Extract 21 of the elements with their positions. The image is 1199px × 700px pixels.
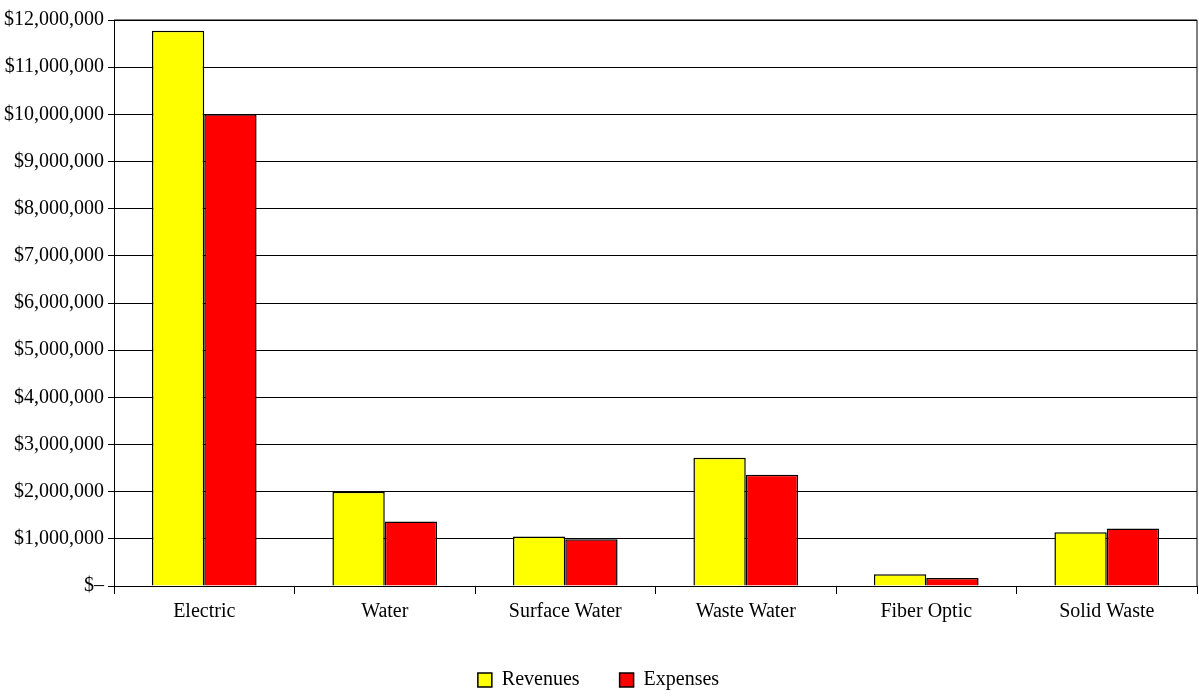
x-tick-label: Solid Waste xyxy=(1059,599,1155,622)
x-tick-label: Electric xyxy=(173,599,236,622)
x-tick-label: Water xyxy=(361,599,409,622)
x-tick-label: Waste Water xyxy=(695,599,797,622)
y-tick-label: $2,000,000 xyxy=(14,478,104,501)
y-tick-label: $9,000,000 xyxy=(14,148,104,171)
y-tick-label: $4,000,000 xyxy=(14,384,104,407)
x-tick-label: Surface Water xyxy=(508,599,623,622)
y-tick-label: $8,000,000 xyxy=(14,195,104,218)
y-tick-label: $7,000,000 xyxy=(14,243,104,266)
y-tick-label: $5,000,000 xyxy=(14,337,104,360)
y-tick-label: $11,000,000 xyxy=(4,54,104,77)
y-tick-label: $10,000,000 xyxy=(4,101,104,124)
x-tick-label: Fiber Optic xyxy=(880,599,973,623)
y-tick-label: $12,000,000 xyxy=(4,7,104,30)
y-tick-label: $– xyxy=(84,573,105,596)
legend-label: Revenues xyxy=(501,667,580,690)
y-tick-label: $6,000,000 xyxy=(14,290,104,313)
y-tick-label: $1,000,000 xyxy=(14,526,104,549)
y-tick-label: $3,000,000 xyxy=(14,431,104,454)
legend-label: Expenses xyxy=(643,667,720,691)
